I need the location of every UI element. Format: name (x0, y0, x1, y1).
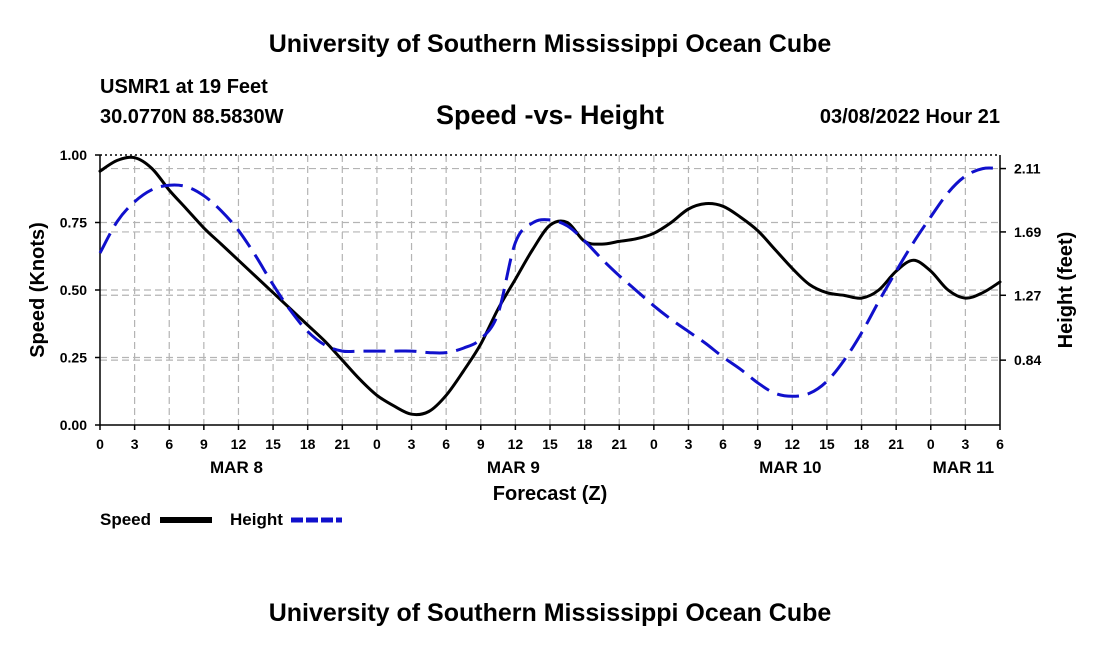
x-tick-label: 9 (477, 436, 485, 452)
x-tick-label: 12 (508, 436, 524, 452)
y2-tick-label: 1.69 (1014, 224, 1041, 240)
x-tick-label: 3 (685, 436, 693, 452)
x-tick-label: 18 (854, 436, 870, 452)
x-tick-label: 12 (785, 436, 801, 452)
y2-tick-label: 2.11 (1014, 161, 1041, 177)
date-label: MAR 10 (759, 458, 821, 477)
y-tick-label: 1.00 (60, 147, 87, 163)
x-tick-label: 6 (719, 436, 727, 452)
x-tick-label: 21 (888, 436, 904, 452)
x-tick-label: 3 (961, 436, 969, 452)
x-tick-label: 15 (265, 436, 281, 452)
x-tick-label: 21 (335, 436, 351, 452)
page-title: University of Southern Mississippi Ocean… (268, 30, 832, 58)
date-label: MAR 8 (210, 458, 263, 477)
y2-tick-label: 1.27 (1014, 287, 1041, 303)
date-label: MAR 11 (933, 458, 994, 477)
series-line-speed (98, 155, 1002, 417)
x-tick-label: 12 (231, 436, 247, 452)
y-tick-label: 0.25 (60, 350, 87, 366)
x-tick-label: 0 (96, 436, 104, 452)
x-tick-label: 3 (131, 436, 139, 452)
y2-tick-label: 0.84 (1014, 352, 1041, 368)
x-tick-label: 15 (819, 436, 835, 452)
x-tick-label: 6 (996, 436, 1004, 452)
x-tick-label: 9 (754, 436, 762, 452)
x-tick-label: 9 (200, 436, 208, 452)
legend-label-speed: Speed (100, 510, 151, 529)
x-tick-label: 3 (408, 436, 416, 452)
datetime-label: 03/08/2022 Hour 21 (819, 106, 1000, 128)
date-label: MAR 9 (487, 458, 540, 477)
coordinates-label: 30.0770N 88.5830W (100, 106, 284, 128)
x-tick-label: 18 (577, 436, 593, 452)
x-tick-label: 6 (442, 436, 450, 452)
station-label: USMR1 at 19 Feet (100, 76, 268, 98)
x-tick-label: 0 (650, 436, 658, 452)
y-tick-label: 0.00 (60, 417, 87, 433)
y-tick-label: 0.50 (60, 282, 87, 298)
y-tick-label: 0.75 (60, 215, 87, 231)
x-tick-label: 0 (927, 436, 935, 452)
x-axis-title: Forecast (Z) (493, 483, 607, 505)
x-tick-label: 21 (611, 436, 627, 452)
x-tick-label: 0 (373, 436, 381, 452)
x-tick-label: 15 (542, 436, 558, 452)
x-tick-label: 18 (300, 436, 316, 452)
legend-label-height: Height (230, 510, 283, 529)
y2-axis-title: Height (feet) (1055, 232, 1077, 349)
chart-subtitle: Speed -vs- Height (435, 100, 665, 130)
footer-title: University of Southern Mississippi Ocean… (268, 599, 832, 627)
series-line-height (98, 166, 1001, 398)
y-axis-title: Speed (Knots) (27, 222, 49, 358)
x-tick-label: 6 (165, 436, 173, 452)
